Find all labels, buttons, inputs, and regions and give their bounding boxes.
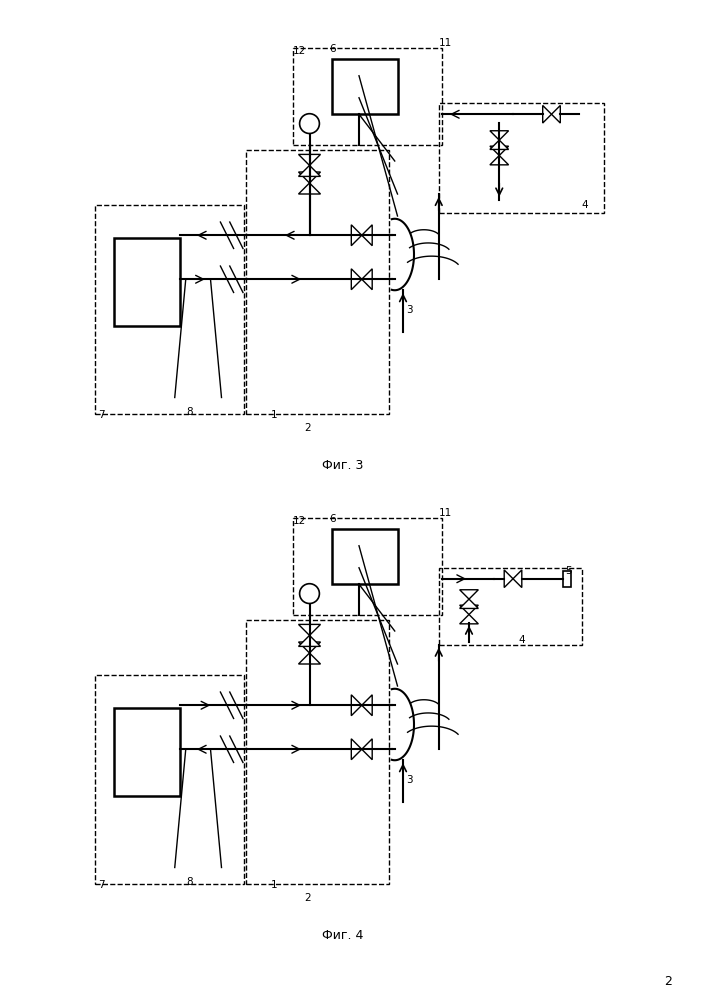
Polygon shape: [298, 653, 320, 664]
Bar: [439, 103, 604, 213]
Bar: [115, 708, 180, 796]
Polygon shape: [298, 624, 320, 635]
Polygon shape: [298, 642, 320, 653]
Bar: [293, 48, 441, 144]
Polygon shape: [460, 590, 479, 599]
Bar: [332, 59, 397, 114]
Polygon shape: [362, 739, 372, 760]
Text: 3: 3: [406, 775, 412, 785]
Text: 5: 5: [566, 566, 572, 576]
Text: Фиг. 4: Фиг. 4: [322, 929, 363, 942]
Text: 7: 7: [98, 410, 105, 420]
Polygon shape: [490, 140, 508, 149]
Text: 6: 6: [329, 44, 335, 54]
Text: 12: 12: [293, 46, 306, 56]
Polygon shape: [351, 695, 362, 716]
Bar: [293, 518, 441, 614]
Polygon shape: [351, 225, 362, 246]
Text: 3: 3: [406, 305, 412, 315]
Polygon shape: [362, 695, 372, 716]
Text: 1: 1: [271, 880, 278, 890]
Text: 2: 2: [304, 893, 310, 903]
Text: 1: 1: [271, 410, 278, 420]
Polygon shape: [490, 155, 508, 165]
Bar: [95, 205, 243, 414]
Polygon shape: [504, 570, 513, 588]
Text: 4: 4: [582, 200, 588, 211]
Bar: [95, 675, 243, 884]
Bar: [246, 620, 390, 884]
Text: Фиг. 3: Фиг. 3: [322, 459, 363, 472]
Polygon shape: [298, 172, 320, 183]
Text: 11: 11: [439, 38, 452, 48]
Bar: [115, 238, 180, 326]
Text: 7: 7: [98, 880, 105, 890]
Text: 6: 6: [329, 514, 335, 524]
Text: 4: 4: [518, 635, 525, 645]
Text: 2: 2: [665, 975, 672, 988]
Text: 11: 11: [439, 508, 452, 518]
Polygon shape: [298, 165, 320, 176]
Polygon shape: [351, 269, 362, 290]
Bar: [246, 150, 390, 414]
Polygon shape: [298, 183, 320, 194]
Text: 12: 12: [293, 516, 306, 526]
Polygon shape: [490, 131, 508, 140]
Text: 8: 8: [186, 877, 192, 887]
Polygon shape: [298, 635, 320, 646]
Polygon shape: [298, 154, 320, 165]
Polygon shape: [362, 269, 372, 290]
Polygon shape: [351, 739, 362, 760]
Polygon shape: [460, 614, 479, 624]
Polygon shape: [543, 105, 551, 123]
Polygon shape: [362, 225, 372, 246]
Polygon shape: [490, 146, 508, 155]
Polygon shape: [551, 105, 561, 123]
Text: 8: 8: [186, 407, 192, 417]
Polygon shape: [513, 570, 522, 588]
Bar: [439, 568, 582, 645]
Polygon shape: [460, 599, 479, 608]
Text: 2: 2: [304, 423, 310, 433]
Bar: [563, 570, 571, 587]
Polygon shape: [460, 605, 479, 614]
Bar: [332, 529, 397, 584]
